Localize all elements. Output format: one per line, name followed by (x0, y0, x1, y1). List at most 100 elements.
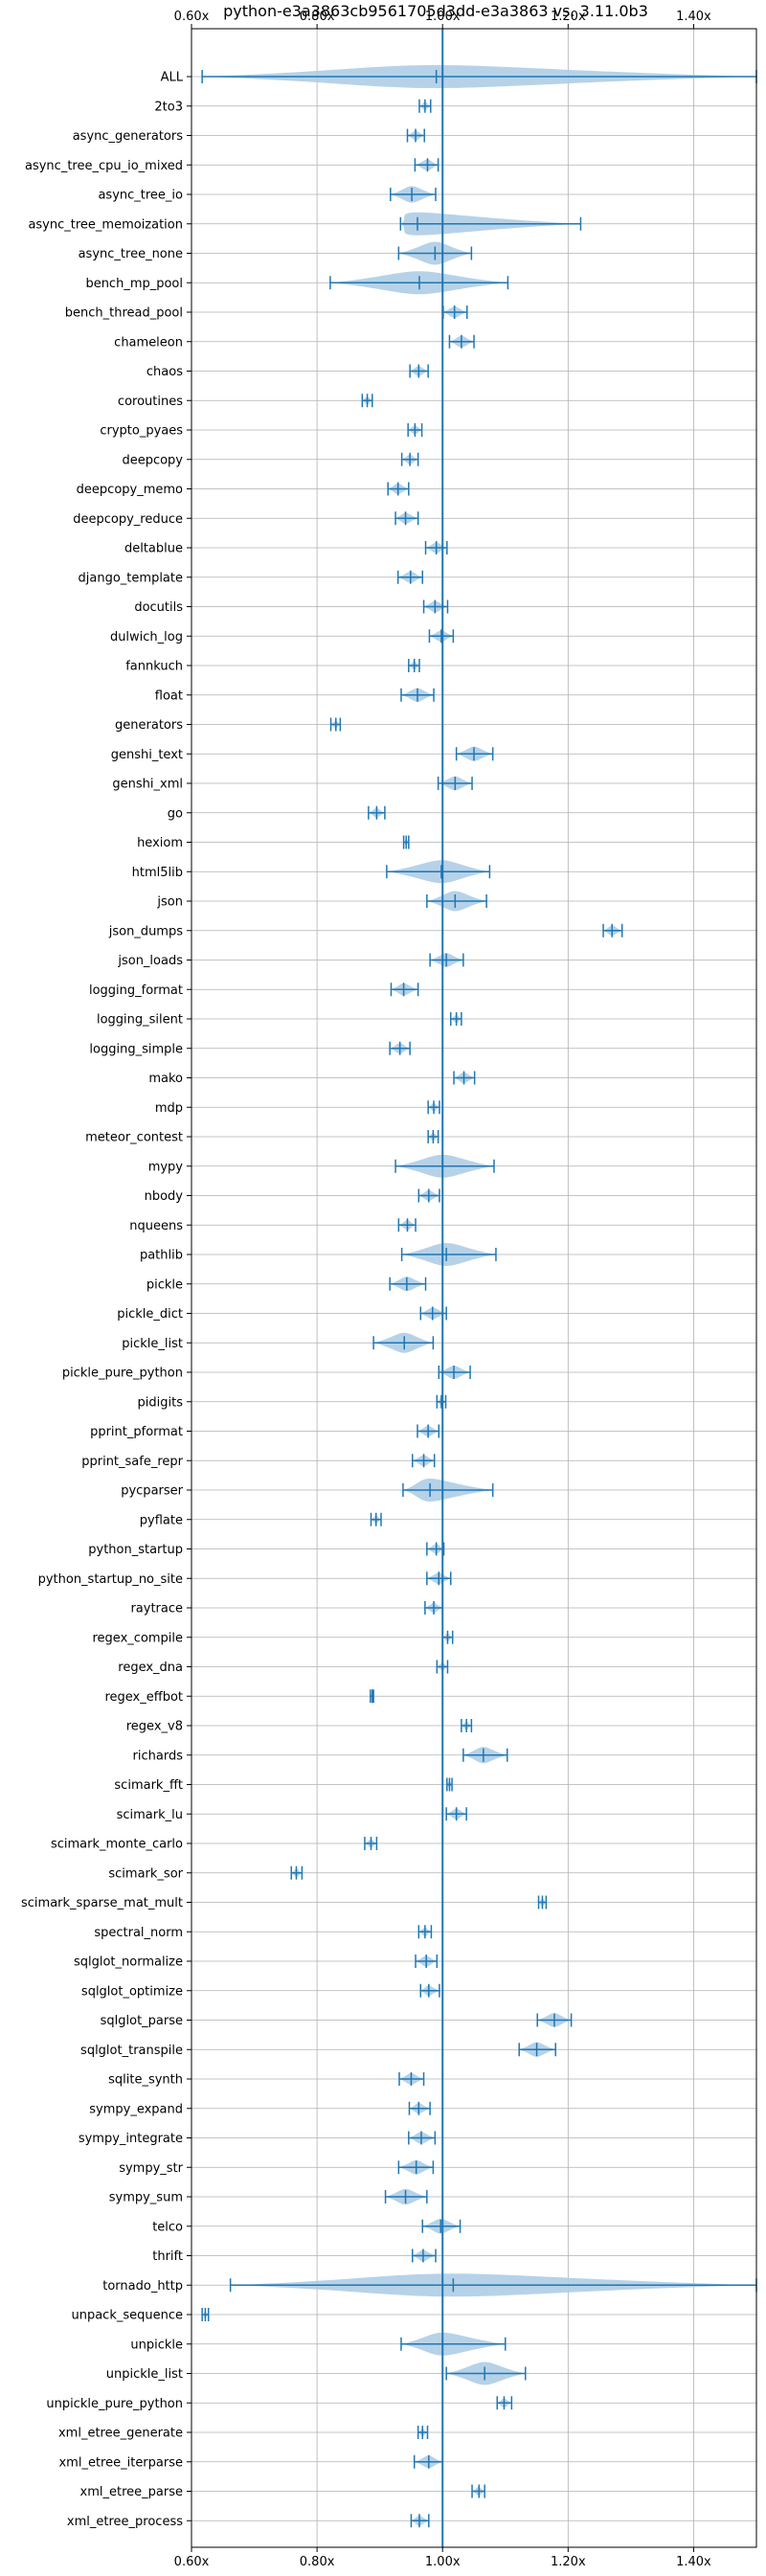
y-tick-label: xml_etree_parse (80, 2485, 183, 2499)
y-tick-label: logging_simple (89, 1042, 183, 1056)
y-tick-label: sqlglot_parse (101, 2014, 183, 2028)
y-tick-label: generators (115, 718, 183, 733)
x-tick-label-bottom: 1.40x (676, 2555, 711, 2569)
y-tick-label: unpickle_list (106, 2367, 183, 2382)
y-tick-label: async_tree_cpu_io_mixed (25, 159, 183, 173)
y-tick-label: pickle_list (122, 1337, 183, 1351)
y-tick-label: pickle_pure_python (62, 1367, 183, 1381)
x-tick-label-top: 0.60x (174, 10, 210, 24)
y-tick-label: ALL (161, 71, 184, 85)
y-tick-label: mypy (148, 1160, 184, 1174)
y-tick-label: async_generators (73, 129, 184, 144)
y-tick-label: async_tree_io (98, 189, 183, 203)
y-tick-label: sympy_integrate (79, 2132, 183, 2146)
y-tick-label: deepcopy (122, 453, 183, 467)
y-tick-label: pathlib (140, 1249, 183, 1263)
x-tick-label-top: 1.40x (676, 10, 711, 24)
y-tick-label: nqueens (129, 1219, 183, 1233)
x-tick-label-top: 1.00x (425, 10, 461, 24)
y-tick-label: logging_format (89, 983, 183, 998)
y-tick-label: python_startup (88, 1543, 183, 1557)
y-tick-label: genshi_text (111, 748, 183, 762)
x-tick-label-bottom: 0.80x (300, 2555, 335, 2569)
y-tick-label: unpack_sequence (71, 2309, 183, 2323)
y-tick-label: unpickle (130, 2338, 183, 2352)
y-tick-label: chaos (146, 365, 183, 379)
y-tick-label: sympy_expand (89, 2102, 183, 2116)
y-tick-label: hexiom (137, 836, 183, 850)
y-tick-label: scimark_lu (117, 1808, 183, 1822)
x-tick-label-top: 1.20x (551, 10, 586, 24)
y-tick-label: regex_compile (92, 1631, 183, 1645)
y-tick-label: pycparser (121, 1484, 183, 1499)
y-tick-label: deepcopy_memo (77, 483, 183, 497)
y-tick-label: pidigits (138, 1395, 184, 1410)
y-tick-label: dulwich_log (110, 630, 183, 644)
grid-lines (191, 29, 756, 2547)
plot-frame (191, 28, 757, 2548)
y-tick-label: async_tree_none (79, 247, 183, 261)
y-tick-label: deepcopy_reduce (73, 512, 183, 527)
y-tick-label: pprint_safe_repr (81, 1455, 183, 1469)
y-tick-label: xml_etree_generate (58, 2427, 183, 2441)
y-tick-label: logging_silent (97, 1013, 183, 1028)
y-tick-label: xml_etree_process (67, 2515, 183, 2529)
y-tick-label: tornado_http (102, 2279, 183, 2294)
y-tick-label: crypto_pyaes (100, 424, 183, 439)
y-tick-label: bench_mp_pool (85, 277, 183, 291)
y-tick-label: async_tree_memoization (28, 217, 183, 232)
y-tick-label: pickle (146, 1277, 183, 1292)
y-tick-label: 2to3 (154, 100, 183, 114)
y-tick-label: raytrace (130, 1602, 183, 1616)
y-tick-label: coroutines (118, 395, 183, 409)
y-tick-label: python_startup_no_site (38, 1572, 183, 1587)
y-tick-label: scimark_sor (108, 1866, 183, 1881)
y-tick-label: sqlglot_optimize (81, 1984, 183, 1999)
y-tick-label: chameleon (114, 335, 183, 350)
y-tick-label: sqlglot_transpile (80, 2044, 183, 2058)
y-tick-label: bench_thread_pool (65, 306, 183, 321)
x-tick-label-bottom: 1.20x (551, 2555, 586, 2569)
y-tick-label: fannkuch (125, 660, 183, 674)
y-tick-label: sympy_str (119, 2161, 183, 2176)
y-tick-label: regex_v8 (126, 1720, 183, 1734)
y-tick-label: xml_etree_iterparse (58, 2455, 183, 2470)
y-tick-label: regex_dna (118, 1661, 183, 1675)
y-tick-label: scimark_fft (114, 1778, 183, 1793)
y-tick-label: telco (152, 2220, 183, 2234)
y-tick-label: mako (148, 1072, 183, 1086)
violins (201, 65, 757, 2528)
y-tick-label: pickle_dict (117, 1307, 183, 1322)
chart-title: python-e3a3863cb9561705d3dd-e3a3863 vs. … (223, 2, 648, 20)
benchmark-labels: ALL 2to3 async_generators async_tree_cpu_io… (21, 71, 192, 2529)
y-tick-label: sqlite_synth (108, 2073, 183, 2088)
y-tick-label: genshi_xml (112, 778, 183, 792)
y-tick-label: docutils (134, 600, 183, 615)
y-tick-label: richards (133, 1749, 184, 1763)
y-tick-label: json_dumps (108, 924, 183, 938)
y-tick-label: nbody (145, 1189, 184, 1204)
y-tick-label: meteor_contest (85, 1131, 183, 1145)
y-tick-label: pprint_pformat (90, 1425, 183, 1439)
y-tick-label: go (168, 806, 183, 821)
y-tick-label: html5lib (132, 866, 183, 880)
y-tick-label: scimark_sparse_mat_mult (21, 1896, 183, 1910)
y-tick-label: thrift (152, 2249, 183, 2264)
x-tick-label-bottom: 0.60x (174, 2555, 210, 2569)
y-tick-label: sqlglot_normalize (74, 1955, 183, 1970)
y-tick-label: float (155, 689, 183, 703)
y-tick-label: json_loads (117, 954, 183, 968)
y-tick-label: mdp (155, 1101, 183, 1116)
y-tick-label: spectral_norm (94, 1926, 183, 1940)
y-tick-label: unpickle_pure_python (46, 2397, 183, 2411)
y-tick-label: deltablue (124, 542, 183, 556)
y-tick-label: scimark_monte_carlo (51, 1838, 183, 1852)
y-tick-label: regex_effbot (104, 1690, 183, 1705)
x-tick-label-top: 0.80x (300, 10, 335, 24)
y-tick-label: sympy_sum (109, 2191, 183, 2205)
y-tick-label: django_template (79, 571, 183, 585)
y-tick-label: pyflate (140, 1513, 183, 1527)
y-tick-label: json (156, 895, 183, 910)
x-tick-label-bottom: 1.00x (425, 2555, 461, 2569)
